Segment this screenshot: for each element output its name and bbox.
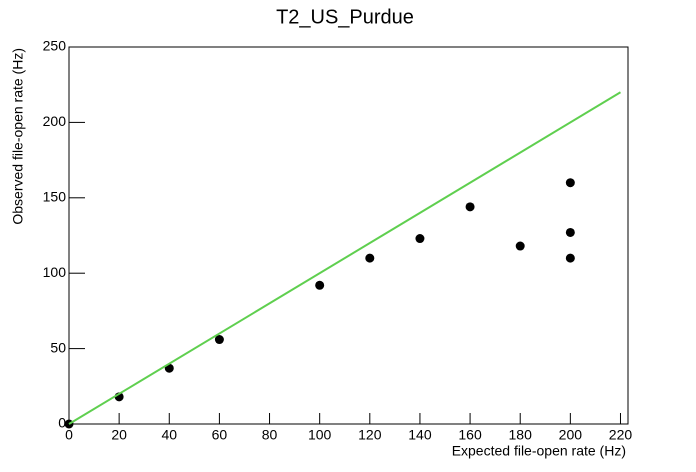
x-tick-label: 140: [408, 427, 432, 443]
y-axis-label: Observed file-open rate (Hz): [10, 48, 26, 225]
data-point: [315, 280, 325, 290]
data-point: [565, 178, 575, 188]
plot-frame: [68, 46, 629, 425]
x-tick-label: 60: [212, 427, 228, 443]
x-tick-label: 200: [559, 427, 583, 443]
x-tick-label: 40: [161, 427, 177, 443]
y-tick-label: 100: [43, 264, 67, 280]
y-tick-label: 250: [43, 38, 67, 54]
x-tick-label: 80: [262, 427, 278, 443]
y-tick-label: 50: [50, 339, 66, 355]
data-point: [415, 234, 425, 244]
x-tick-label: 220: [609, 427, 633, 443]
y-tick-label: 200: [43, 113, 67, 129]
reference-line: [68, 91, 621, 425]
chart-title: T2_US_Purdue: [276, 6, 414, 28]
y-tick-label: 150: [43, 189, 67, 205]
data-point: [365, 253, 375, 263]
data-point: [465, 202, 475, 212]
x-tick-label: 120: [358, 427, 382, 443]
data-point: [565, 227, 575, 237]
x-tick-label: 100: [308, 427, 332, 443]
x-tick-label: 0: [65, 427, 73, 443]
x-tick-label: 160: [458, 427, 482, 443]
x-axis-label: Expected file-open rate (Hz): [452, 443, 626, 459]
data-point: [515, 241, 525, 251]
x-tick-label: 20: [111, 427, 127, 443]
y-tick-label: 0: [58, 415, 66, 431]
data-point: [214, 335, 224, 345]
x-tick-label: 180: [509, 427, 533, 443]
data-point: [565, 253, 575, 263]
